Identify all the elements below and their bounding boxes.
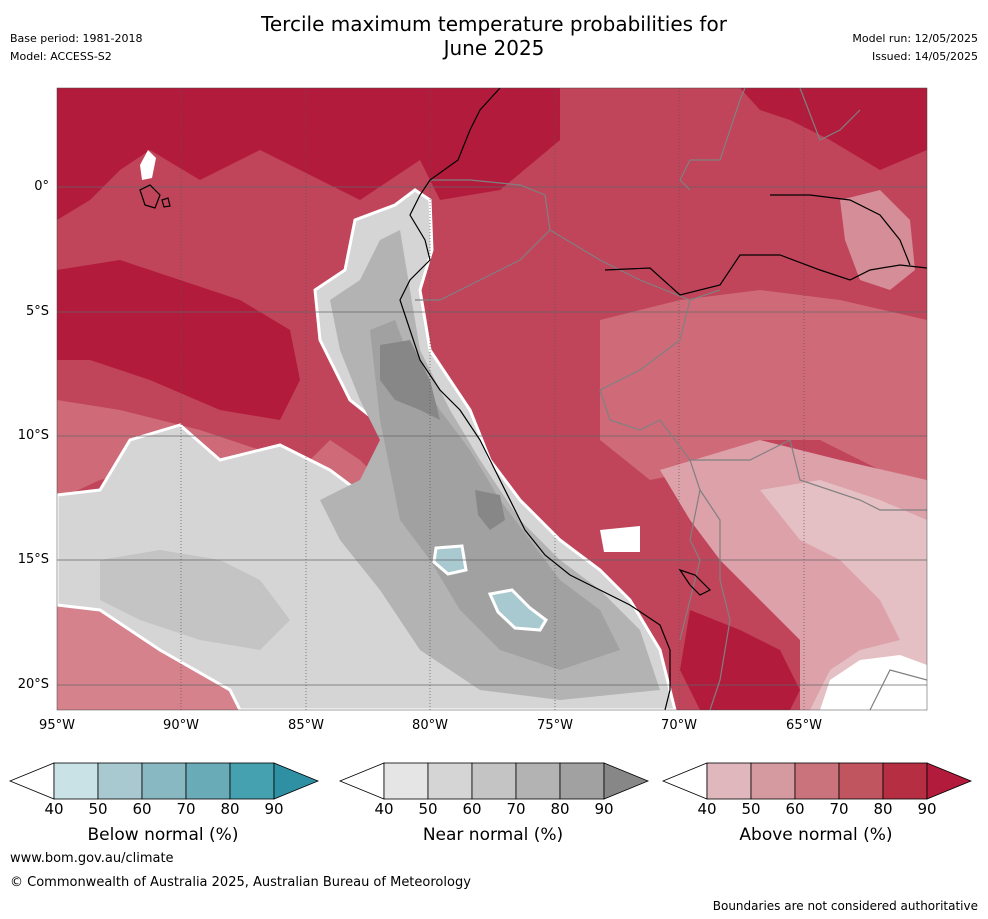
meta-right: Model run: 12/05/2025 Issued: 14/05/2025 [852,32,978,64]
contour-white-se [820,655,927,710]
colorbar-below-bin-1 [53,762,99,800]
colorbar-label-near: Near normal (%) [422,825,564,845]
title-line-2: June 2025 [443,36,545,60]
colorbar-near [338,762,650,800]
colorbar-above-bin-5 [882,762,928,800]
colorbar-near-tick: 90 [594,800,614,818]
colorbar-near-tick: 50 [418,800,438,818]
colorbar-below-bin-3 [141,762,187,800]
lon-tick-90w: 90°W [163,718,199,733]
colorbar-above-bin-1 [706,762,752,800]
model-text: Model: ACCESS-S2 [10,50,112,63]
colorbar-below [8,762,320,800]
title-line-1: Tercile maximum temperature probabilitie… [261,12,727,36]
colorbar-above-tick: 50 [741,800,761,818]
colorbar-below-extend-high [273,762,320,800]
lon-tick-70w: 70°W [661,718,697,733]
contour-near-60-west [100,550,290,650]
country-borders [415,88,927,710]
colorbar-above-bin-2 [750,762,796,800]
map-contours [57,88,927,710]
colorbar-below-tick: 90 [264,800,284,818]
colorbar-near-extend-high [603,762,650,800]
contour-white-patch [600,526,640,552]
colorbar-below-bin-2 [97,762,143,800]
lat-tick-20s: 20°S [17,677,49,692]
lon-tick-65w: 65°W [786,718,822,733]
colorbar-label-above: Above normal (%) [739,825,893,845]
colorbar-near-tick: 40 [374,800,394,818]
colorbar-above-extend-low [661,762,708,800]
colorbar-below-extend-low [8,762,55,800]
contour-above-90-west [57,260,300,420]
colorbar-above-tick: 40 [697,800,717,818]
issued-text: Issued: 14/05/2025 [871,50,978,63]
map-frame [56,87,928,711]
colorbar-below-tick: 60 [132,800,152,818]
map-title: Tercile maximum temperature probabilitie… [0,12,988,60]
colorbar-above-tick: 80 [873,800,893,818]
footer-url: www.bom.gov.au/climate [10,851,174,866]
lon-tick-85w: 85°W [288,718,324,733]
model-run-text: Model run: 12/05/2025 [852,32,978,45]
colorbar-above-tick: 90 [917,800,937,818]
contour-above-90-northeast [740,88,927,170]
colorbar-ticks: 40 50 60 70 80 90 40 50 60 70 80 90 40 50 60 70 80 90 [0,800,988,820]
contour-white-galapagos [140,150,156,180]
contour-above-40-east [760,480,927,710]
lat-tick-5s: 5°S [25,304,49,319]
contour-above-50-sw [57,600,240,710]
colorbar-near-extend-low [338,762,385,800]
base-period-text: Base period: 1981-2018 [10,32,143,45]
colorbar-near-bin-5 [559,762,605,800]
colorbar-below-tick: 40 [44,800,64,818]
footer-copyright: © Commonwealth of Australia 2025, Austra… [10,875,471,890]
lat-tick-10s: 10°S [17,428,49,443]
colorbar-near-bin-3 [471,762,517,800]
colorbar-near-tick: 70 [506,800,526,818]
colorbar-above-extend-high [926,762,973,800]
colorbar-above-tick: 60 [785,800,805,818]
contour-near-90 [380,340,440,420]
graticule [57,88,927,710]
colorbar-below-tick: 70 [176,800,196,818]
colorbar-above [661,762,973,800]
colorbar-above-bin-3 [794,762,840,800]
colorbar-above-bin-4 [838,762,884,800]
colorbar-below-tick: 50 [88,800,108,818]
contour-above-60-east [600,290,927,480]
colorbar-near-tick: 60 [462,800,482,818]
colorbar-near-bin-4 [515,762,561,800]
meta-left: Base period: 1981-2018 Model: ACCESS-S2 [10,32,142,64]
lon-tick-80w: 80°W [412,718,448,733]
lon-tick-75w: 75°W [537,718,573,733]
footer-note: Boundaries are not considered authoritat… [712,899,978,913]
contour-below-normal-2 [487,588,548,632]
colorbar-above-tick: 70 [829,800,849,818]
colorbar-below-bin-5 [229,762,275,800]
coastlines [139,88,927,710]
colorbar-label-below: Below normal (%) [87,825,239,845]
colorbar-below-bin-4 [185,762,231,800]
lat-tick-0: 0° [34,179,49,194]
colorbar-near-bin-1 [383,762,429,800]
colorbar-near-bin-2 [427,762,473,800]
contour-above-60-ne [840,190,915,290]
lon-tick-95w: 95°W [39,718,75,733]
contour-near-90-2 [475,490,505,530]
lat-tick-15s: 15°S [17,552,49,567]
colorbar-below-tick: 80 [220,800,240,818]
colorbars [8,762,973,800]
colorbar-near-tick: 80 [550,800,570,818]
